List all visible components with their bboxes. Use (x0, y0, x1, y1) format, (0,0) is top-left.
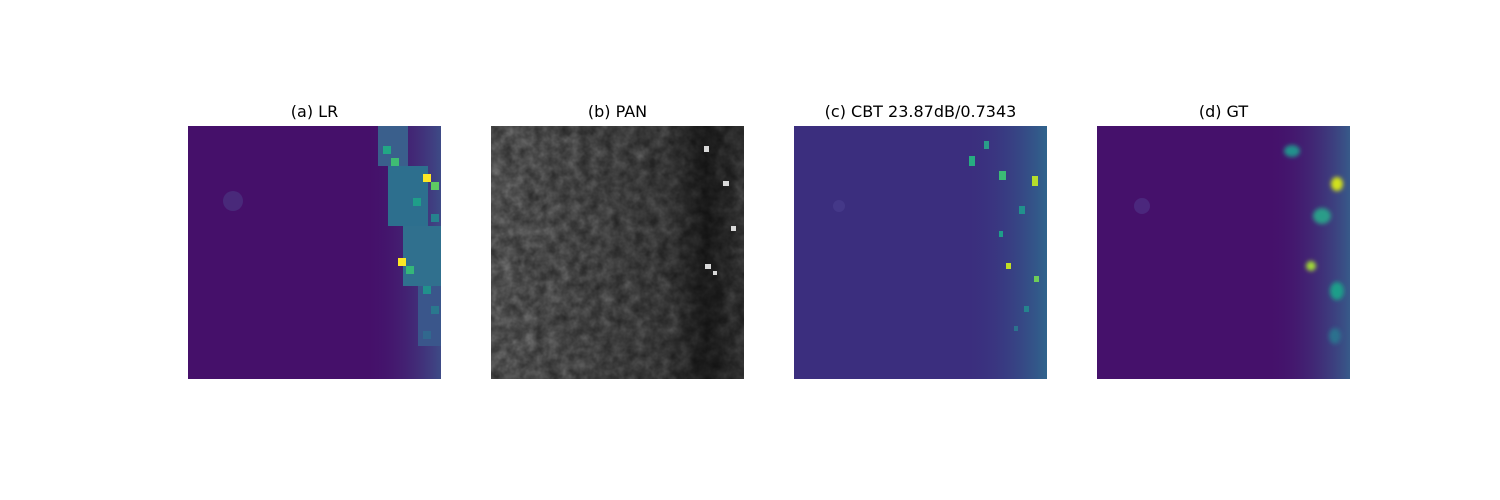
panel-title-pan: (b) PAN (587, 102, 648, 121)
panel-title-gt: (d) GT (1198, 102, 1249, 121)
cbt-image (794, 126, 1047, 379)
panel-title-cbt: (c) CBT 23.87dB/0.7343 (824, 102, 1017, 121)
lr-image (188, 126, 441, 379)
gt-image (1097, 126, 1350, 379)
pan-image (491, 126, 744, 379)
panel-title-lr: (a) LR (290, 102, 339, 121)
